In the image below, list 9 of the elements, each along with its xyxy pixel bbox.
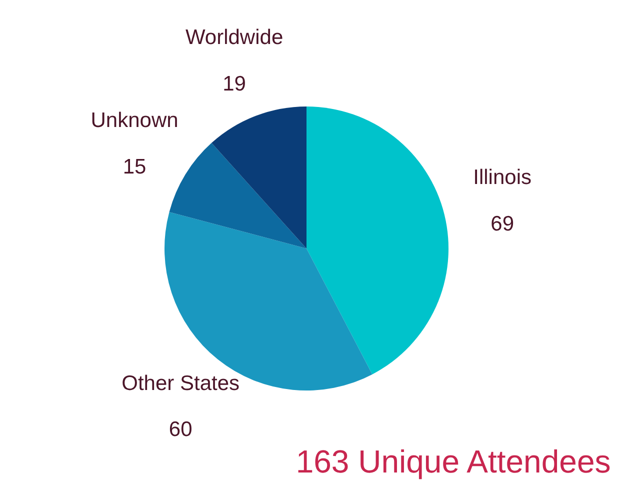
slice-label: Other States [122, 372, 240, 395]
data-label: 60 [168, 418, 192, 442]
data-label: 15 [122, 155, 146, 178]
data-label: 19 [222, 72, 246, 96]
data-label: 69 [490, 212, 514, 236]
slice-label: Illinois [473, 166, 532, 190]
slice-label: Worldwide [185, 26, 284, 50]
slice-label: Unknown [90, 109, 178, 132]
text: 163 Unique Attendees [296, 444, 611, 480]
